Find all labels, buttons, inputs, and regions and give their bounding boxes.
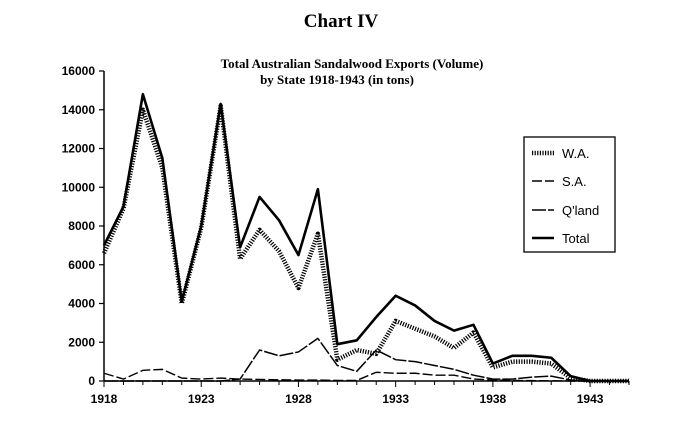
- x-tick-label: 1923: [188, 392, 215, 406]
- legend-box: [523, 136, 616, 253]
- y-tick-label: 6000: [68, 258, 95, 272]
- series-line-q-land: [104, 337, 629, 382]
- y-tick-label: 8000: [68, 219, 95, 233]
- page-heading: Chart IV: [304, 11, 379, 32]
- legend-label-s-a: S.A.: [562, 174, 587, 189]
- chart-title: Total Australian Sandalwood Exports (Vol…: [221, 56, 484, 71]
- y-tick-label: 12000: [62, 142, 96, 156]
- x-tick-label: 1943: [577, 392, 604, 406]
- chart-subtitle: by State 1918-1943 (in tons): [260, 72, 414, 87]
- y-tick-label: 0: [88, 374, 95, 388]
- x-tick-label: 1933: [382, 392, 409, 406]
- legend-label-w-a: W.A.: [562, 146, 589, 161]
- legend-label-q-land: Q'land: [562, 203, 599, 218]
- legend-label-total: Total: [562, 231, 590, 246]
- y-tick-label: 16000: [62, 64, 96, 78]
- legend: W.A. S.A. Q'land Total: [523, 136, 616, 253]
- x-tick-label: 1918: [91, 392, 118, 406]
- x-tick-label: 1928: [285, 392, 312, 406]
- y-tick-label: 10000: [62, 180, 96, 194]
- x-tick-label: 1938: [480, 392, 507, 406]
- axes: 0 2000 4000 6000 8000 10000 12000 14000 16000 191…: [62, 64, 630, 406]
- series-line-s-a: [103, 368, 629, 382]
- plot-lines: [101, 92, 629, 384]
- y-tick-label: 14000: [62, 103, 96, 117]
- series-line-total: [102, 92, 629, 383]
- y-tick-label: 2000: [68, 335, 95, 349]
- y-tick-label: 4000: [68, 297, 95, 311]
